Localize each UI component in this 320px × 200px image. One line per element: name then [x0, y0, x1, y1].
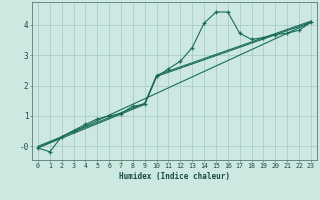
X-axis label: Humidex (Indice chaleur): Humidex (Indice chaleur)	[119, 172, 230, 181]
